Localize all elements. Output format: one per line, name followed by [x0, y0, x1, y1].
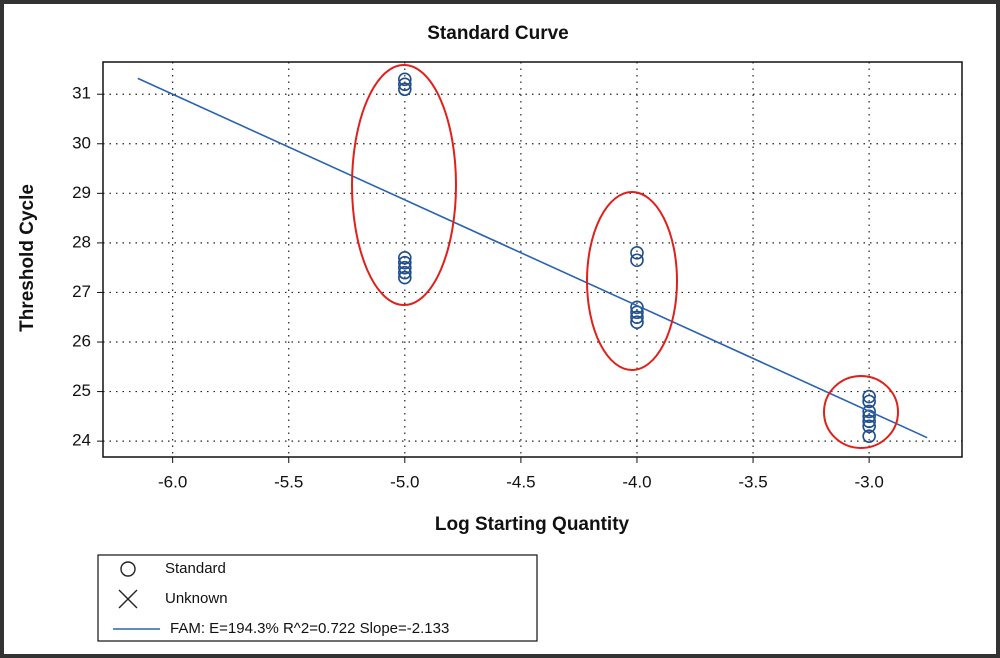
highlight-ellipse — [586, 191, 678, 371]
legend — [97, 554, 538, 642]
highlight-ellipse — [823, 375, 899, 449]
x-tick-label: -6.0 — [158, 472, 187, 491]
data-point — [630, 300, 644, 315]
x-tick-label: -5.5 — [274, 472, 303, 491]
y-tick-label: 24 — [72, 431, 91, 450]
data-point — [630, 246, 644, 260]
legend-label: Unknown — [165, 590, 228, 607]
legend-swatch — [120, 561, 136, 577]
data-point — [630, 253, 644, 268]
data-point — [630, 310, 644, 325]
y-tick-label: 25 — [72, 381, 91, 400]
x-tick-label: -4.0 — [622, 472, 651, 491]
legend-entries: Standard Unknown FAM: E=194.3% R^2=0.722 S… — [113, 560, 449, 637]
y-tick-label: 27 — [72, 282, 91, 301]
highlight-ellipse — [351, 64, 457, 306]
x-tick-label: -4.5 — [506, 472, 535, 491]
y-axis-label: Threshold Cycle — [17, 184, 38, 332]
data-point — [862, 414, 876, 429]
data-point — [398, 265, 412, 280]
legend-label: FAM: E=194.3% R^2=0.722 Slope=-2.133 — [170, 620, 449, 637]
x-axis-label: Log Starting Quantity — [435, 514, 630, 535]
plot-border — [102, 61, 963, 458]
data-point — [862, 389, 876, 404]
data-point — [862, 409, 876, 424]
data-point — [398, 82, 412, 97]
data-point — [630, 315, 644, 329]
data-point — [398, 270, 412, 285]
data-point — [862, 429, 876, 443]
legend-label: Standard — [165, 560, 226, 577]
y-tick-label: 28 — [72, 232, 91, 251]
legend-swatch — [118, 589, 138, 609]
data-point — [398, 72, 412, 87]
data-point — [862, 419, 876, 434]
y-tick-label: 29 — [72, 183, 91, 202]
x-tick-label: -3.5 — [738, 472, 767, 491]
plot-area: -6.0 -5.5 -5.0 -4.5 -4.0 -3.5 -3.0 24 25 26 27 28 29… — [72, 62, 962, 491]
data-point — [862, 394, 876, 409]
data-point — [398, 255, 412, 270]
data-point — [398, 260, 412, 275]
y-tick-label: 31 — [72, 84, 91, 103]
data-point — [398, 77, 412, 92]
chart-title: Standard Curve — [427, 23, 568, 44]
data-point — [862, 404, 876, 419]
x-tick-label: -3.0 — [854, 472, 883, 491]
fit-line — [137, 77, 928, 439]
data-point — [398, 250, 412, 265]
y-tick-label: 30 — [72, 133, 91, 152]
x-tick-label: -5.0 — [390, 472, 419, 491]
y-tick-label: 26 — [72, 332, 91, 351]
